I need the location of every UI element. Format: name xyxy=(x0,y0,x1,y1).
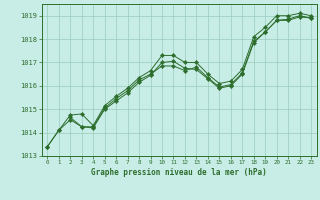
X-axis label: Graphe pression niveau de la mer (hPa): Graphe pression niveau de la mer (hPa) xyxy=(91,168,267,177)
